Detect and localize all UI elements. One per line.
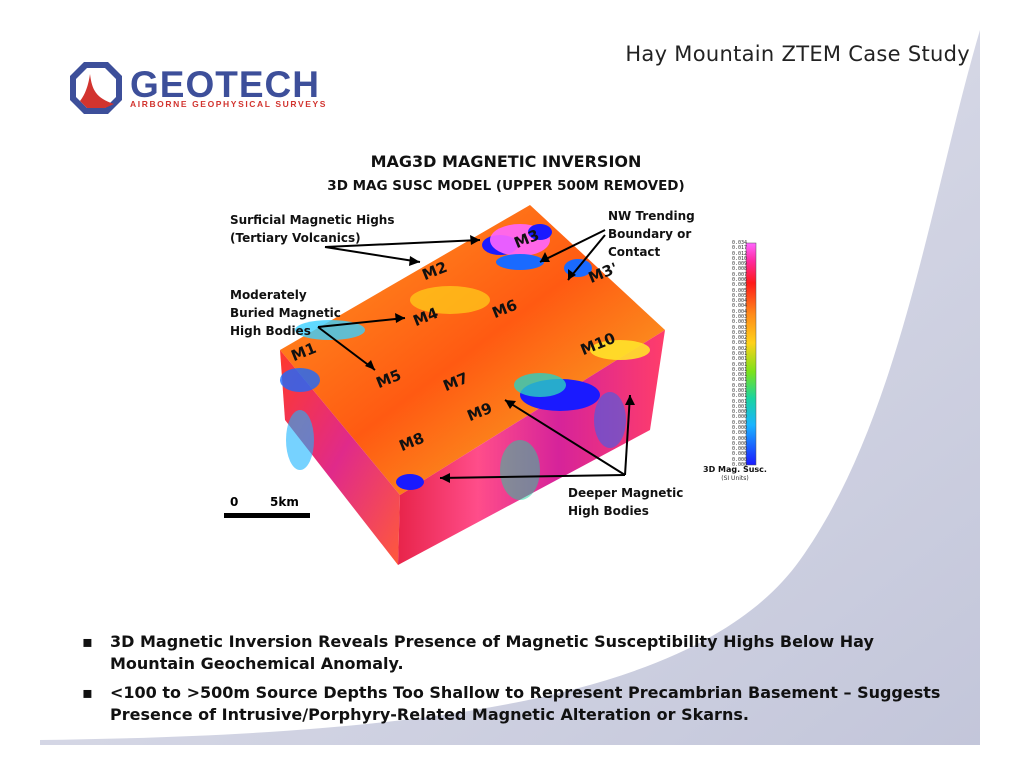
colorbar-tick-label: 0.002 <box>731 329 747 336</box>
colorbar-tick-label: 0.001 <box>731 403 747 410</box>
annotation-arrows <box>317 229 631 479</box>
colorbar-tick-label: 0.000 <box>731 414 747 421</box>
colorbar-tick-label: 0.008 <box>731 266 747 273</box>
colorbar-tick-label: 0.003 <box>731 314 747 320</box>
colorbar-tick-label: 0.010 <box>731 255 747 262</box>
figure-subtitle: 3D MAG SUSC MODEL (UPPER 500M REMOVED) <box>327 178 685 194</box>
bullet-item: ▪ 3D Magnetic Inversion Reveals Presence… <box>82 631 962 675</box>
colorbar-tick-label: 0.001 <box>731 398 747 405</box>
logo-wordmark: GEOTECH <box>130 64 320 105</box>
colorbar-tick-label: 0.005 <box>731 292 747 299</box>
annotation-deeper: Deeper Magnetic High Bodies <box>568 484 683 520</box>
scale-zero-label: 0 <box>230 495 239 509</box>
colorbar-tick-label: 0.001 <box>731 366 747 373</box>
geotech-logo-icon <box>70 62 122 114</box>
annotation-line: Moderately <box>230 288 307 302</box>
annotation-line: Deeper Magnetic <box>568 486 684 500</box>
colorbar-tick-label: 0.003 <box>731 324 747 331</box>
colorbar-tick-label: 0.002 <box>731 340 747 347</box>
colorbar-tick-label: 0.000 <box>731 425 747 431</box>
colorbar-tick-label: 0.000 <box>731 440 747 447</box>
annotation-nw-trending: NW Trending Boundary or Contact <box>608 207 695 261</box>
scale-distance-label: 5km <box>270 495 299 509</box>
colorbar-tick-label: 0.000 <box>731 419 747 426</box>
colorbar-tick-label: 0.002 <box>731 335 747 342</box>
annotation-line: (Tertiary Volcanics) <box>230 231 361 245</box>
logo-tagline: AIRBORNE GEOPHYSICAL SURVEYS <box>130 99 328 109</box>
colorbar-tick-label: 0.000 <box>731 430 747 437</box>
annotation-moderately-buried: Moderately Buried Magnetic High Bodies <box>230 286 341 340</box>
annotation-line: Surficial Magnetic Highs <box>230 213 395 227</box>
colorbar-tick-label: 0.000 <box>731 446 747 453</box>
colorbar-tick-label: 0.004 <box>731 303 747 310</box>
bullet-text: <100 to >500m Source Depths Too Shallow … <box>110 683 941 724</box>
colorbar-tick-label: 0.001 <box>731 377 747 384</box>
annotation-surficial: Surficial Magnetic Highs (Tertiary Volca… <box>230 211 395 247</box>
colorbar-tick-label: 0.001 <box>731 382 747 389</box>
colorbar-tick-label: 0.004 <box>731 298 747 305</box>
annotation-line: Buried Magnetic <box>230 306 341 320</box>
colorbar-tick-label: 0.006 <box>731 277 747 283</box>
colorbar-tick-label: 0.006 <box>731 282 747 289</box>
annotation-line: High Bodies <box>230 324 311 338</box>
colorbar-tick-label: 0.001 <box>731 388 747 394</box>
colorbar-tick-label: 0.000 <box>731 451 747 458</box>
colorbar-tick-label: 0.004 <box>731 308 747 315</box>
arrow-heads <box>365 235 635 483</box>
colorbar-tick-label: 0.001 <box>731 393 747 400</box>
scale-bar <box>224 513 310 518</box>
bullet-text: 3D Magnetic Inversion Reveals Presence o… <box>110 632 874 673</box>
slide-title: Hay Mountain ZTEM Case Study <box>625 42 970 66</box>
colorbar-tick-label: 0.001 <box>731 356 747 363</box>
figure-title: MAG3D MAGNETIC INVERSION <box>370 152 642 171</box>
colorbar-scale <box>745 242 757 466</box>
colorbar-tick-label: 0.002 <box>731 345 747 352</box>
colorbar-tick-label: 0.007 <box>731 271 747 278</box>
colorbar-tick-label: 0.034 <box>731 240 747 246</box>
annotation-line: Contact <box>608 245 661 259</box>
colorbar-tick-label: 0.000 <box>731 409 747 416</box>
colorbar-tick-label: 0.001 <box>731 361 747 368</box>
annotation-line: NW Trending <box>608 209 695 223</box>
annotation-line: Boundary or <box>608 227 692 241</box>
colorbar-units: (SI Units) <box>721 475 749 482</box>
bullet-marker: ▪ <box>82 632 93 651</box>
bullet-marker: ▪ <box>82 683 93 702</box>
bullet-item: ▪ <100 to >500m Source Depths Too Shallo… <box>82 682 962 726</box>
colorbar-tick-label: 0.001 <box>731 372 747 379</box>
colorbar-tick-label: 0.000 <box>731 435 747 442</box>
colorbar-title: 3D Mag. Susc. <box>703 465 767 474</box>
annotation-line: High Bodies <box>568 504 649 518</box>
colorbar-tick-label: 0.017 <box>731 245 747 252</box>
colorbar-tick-label: 0.001 <box>731 351 747 357</box>
colorbar-tick-label: 0.005 <box>731 287 747 294</box>
colorbar-tick-label: 0.012 <box>731 250 747 257</box>
colorbar-tick-label: 0.000 <box>731 462 747 468</box>
colorbar-tick-label: 0.000 <box>731 456 747 463</box>
colorbar-tick-label: 0.003 <box>731 319 747 326</box>
colorbar-tick-label: 0.009 <box>731 261 747 268</box>
